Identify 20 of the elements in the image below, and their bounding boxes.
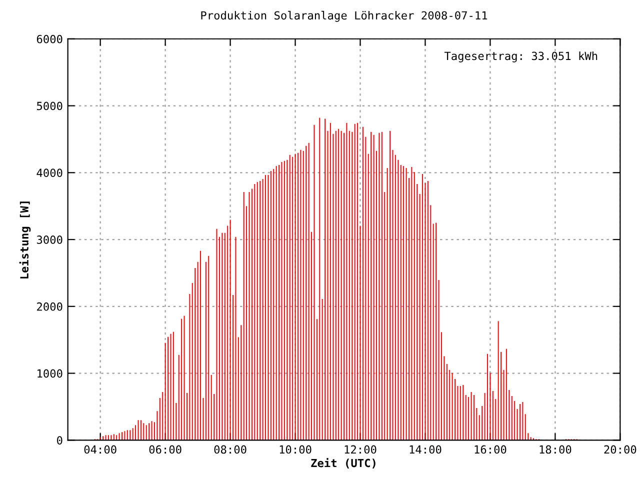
y-tick-label: 0 [57, 436, 62, 445]
x-tick-label: 20:00 [604, 445, 636, 454]
y-tick-label: 5000 [37, 102, 62, 110]
y-tick-label: 2000 [37, 302, 62, 311]
x-tick-label: 18:00 [540, 445, 572, 454]
x-tick-label: 06:00 [149, 445, 182, 454]
y-tick-label: 3000 [36, 236, 62, 244]
x-axis-title: Zeit (UTC) [311, 458, 376, 469]
x-tick-label: 08:00 [214, 445, 246, 454]
chart-title: Produktion Solaranlage Löhracker 2008-07-11 [201, 10, 488, 22]
y-tick-label: 4000 [36, 168, 62, 178]
x-tick-label: 04:00 [84, 445, 116, 454]
x-tick-label: 14:00 [410, 445, 442, 454]
x-tick-label: 16:00 [474, 445, 506, 454]
x-tick-label: 10:00 [280, 445, 312, 454]
y-tick-label: 1000 [38, 369, 62, 378]
y-axis-title: Leistung [W] [19, 202, 31, 278]
annotation: Tagesertrag: 33.051 kWh [444, 52, 598, 62]
y-tick-label: 6000 [36, 34, 62, 44]
x-tick-label: 12:00 [344, 445, 376, 454]
